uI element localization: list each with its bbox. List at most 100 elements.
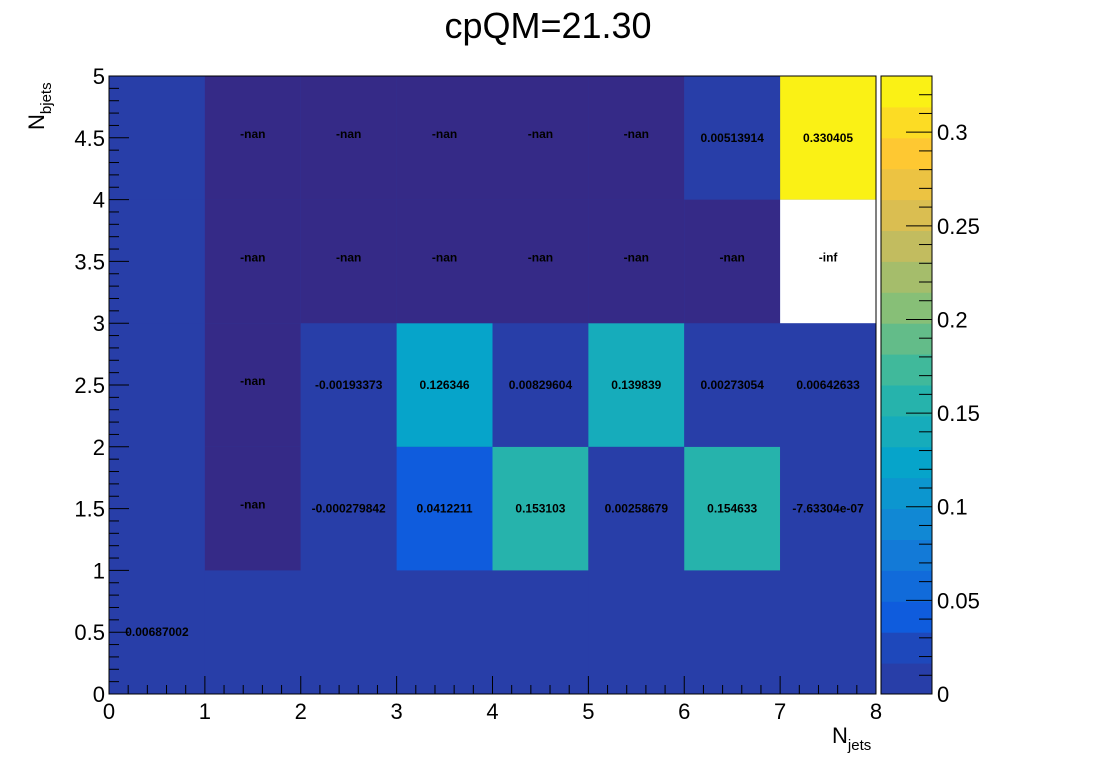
palette-swatch	[881, 168, 932, 201]
heatmap-cell	[300, 570, 397, 694]
heatmap-cell	[492, 199, 589, 324]
x-tick-label: 2	[295, 699, 307, 724]
heatmap-cell	[588, 199, 685, 324]
cell-value-label: 0.330405	[803, 131, 853, 145]
heatmap-cell	[684, 323, 781, 447]
cell-value-label: 0.0412211	[417, 502, 473, 516]
heatmap-cell	[300, 446, 397, 571]
y-tick-label: 4	[93, 188, 105, 213]
z-tick-label: 0.2	[937, 307, 968, 332]
palette-swatch	[881, 632, 932, 664]
x-tick-label: 7	[774, 699, 786, 724]
cell-value-label: -nan	[624, 127, 649, 141]
x-tick-label: 8	[870, 699, 882, 724]
y-tick-label: 3.5	[74, 249, 105, 274]
heatmap-cell	[396, 446, 493, 571]
z-tick-label: 0.15	[937, 401, 980, 426]
x-tick-label: 3	[391, 699, 403, 724]
cell-value-label: 0.00273054	[700, 378, 764, 392]
palette-swatch	[881, 323, 932, 355]
y-tick-label: 1	[93, 558, 105, 583]
heatmap-cell	[780, 446, 876, 571]
heatmap-cell	[780, 323, 876, 447]
cell-value-label: -nan	[528, 250, 553, 264]
heatmap-cell	[396, 323, 493, 447]
cell-value-label: -nan	[432, 250, 457, 264]
heatmap-cell	[780, 570, 876, 694]
cell-value-label: -0.000279842	[312, 502, 386, 516]
heatmap-cell	[588, 323, 685, 447]
cell-value-label: -nan	[336, 250, 361, 264]
heatmap-cell	[684, 446, 781, 571]
cell-value-label: 0.126346	[420, 378, 470, 392]
heatmap-cell	[396, 76, 493, 200]
heatmap-cell	[780, 76, 876, 200]
y-tick-label: 2	[93, 435, 105, 460]
y-tick-label: 5	[93, 64, 105, 89]
cell-value-label: -nan	[240, 374, 265, 388]
z-tick-label: 0.25	[937, 214, 980, 239]
y-axis-label-base: N	[24, 114, 49, 130]
y-tick-label: 3	[93, 311, 105, 336]
palette-swatch	[881, 477, 932, 510]
palette-swatch	[881, 106, 932, 139]
palette-swatch	[881, 446, 932, 479]
y-tick-label: 0	[93, 682, 105, 707]
heatmap-cell	[204, 323, 301, 447]
cell-value-label: -7.63304e-07	[792, 502, 864, 516]
heatmap-cell	[492, 446, 589, 571]
x-tick-label: 5	[582, 699, 594, 724]
heatmap-cell	[492, 570, 589, 694]
cell-value-label: -nan	[240, 127, 265, 141]
cell-value-label: 0.00258679	[605, 502, 669, 516]
chart-title: cpQM=21.30	[444, 5, 651, 46]
x-axis-label-base: N	[832, 723, 848, 748]
cell-value-label: -nan	[624, 250, 649, 264]
palette-swatch	[881, 230, 932, 262]
heatmap-cell	[684, 76, 781, 200]
palette-swatch	[881, 663, 932, 695]
palette-swatch	[881, 76, 932, 108]
x-axis-label: Njets	[832, 723, 871, 754]
heatmap-cell	[204, 446, 301, 571]
cell-value-label: 0.154633	[707, 502, 757, 516]
cell-value-label: -inf	[819, 250, 839, 264]
cell-value-label: 0.00687002	[125, 625, 189, 639]
heatmap-cell	[684, 570, 781, 694]
heatmap-cell	[492, 76, 589, 200]
palette-swatch	[881, 570, 932, 602]
palette-swatch	[881, 539, 932, 571]
z-tick-label: 0.3	[937, 120, 968, 145]
color-palette-axis: 0 0.05 0.1 0.15 0.2 0.25 0.3	[906, 75, 980, 707]
x-tick-label: 0	[103, 699, 115, 724]
y-axis-label: Nbjets	[24, 82, 55, 130]
cell-value-label: 0.139839	[611, 378, 661, 392]
cell-value-label: -nan	[432, 127, 457, 141]
heatmap-cell	[492, 323, 589, 447]
heatmap-cell	[300, 76, 397, 200]
x-axis-label-sub: jets	[847, 737, 871, 754]
heatmap-cell	[204, 570, 301, 694]
x-tick-label: 1	[199, 699, 211, 724]
z-tick-label: 0.1	[937, 495, 968, 520]
heatmap-cell	[780, 199, 876, 324]
cell-value-label: 0.153103	[515, 502, 565, 516]
heatmap-cell	[588, 76, 685, 200]
y-axis-label-sub: bjets	[38, 82, 55, 114]
y-tick-label: 2.5	[74, 373, 105, 398]
y-tick-label: 1.5	[74, 497, 105, 522]
cell-value-label: 0.00829604	[509, 378, 573, 392]
palette-swatch	[881, 292, 932, 324]
y-tick-label: 4.5	[74, 126, 105, 151]
palette-swatch	[881, 601, 932, 633]
heatmap-cell	[396, 199, 493, 324]
heatmap-cell	[300, 323, 397, 447]
heatmap-cell	[396, 570, 493, 694]
heatmap-cell-labels: 0.00687002 -nan -0.000279842 0.0412211 0.153…	[125, 127, 864, 639]
palette-swatch	[881, 137, 932, 170]
z-tick-label: 0.05	[937, 588, 980, 613]
cell-value-label: -nan	[336, 127, 361, 141]
heatmap-cell	[684, 199, 781, 324]
cell-value-label: -nan	[528, 127, 553, 141]
